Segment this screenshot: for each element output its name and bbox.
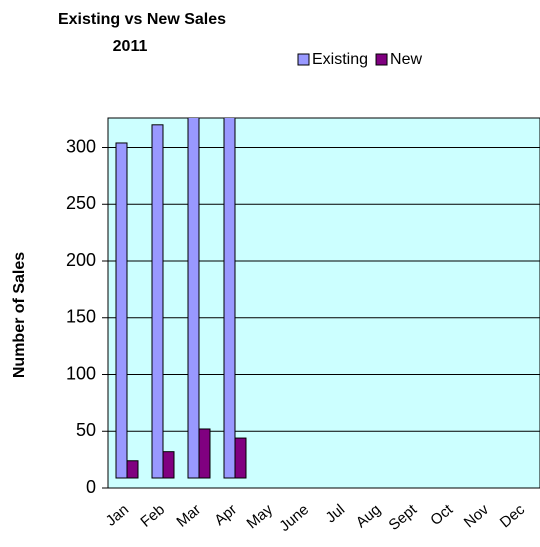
y-tick-label: 250 xyxy=(66,193,96,213)
x-tick-label: Nov xyxy=(461,501,493,531)
x-tick-label: Oct xyxy=(427,501,456,530)
y-tick-label: 100 xyxy=(66,363,96,383)
bars xyxy=(115,118,247,479)
x-tick-label: Jan xyxy=(103,501,132,530)
x-tick-label: Jul xyxy=(322,501,348,526)
x-tick-label: Dec xyxy=(497,501,529,531)
bar xyxy=(162,451,175,479)
x-tick-label: Mar xyxy=(173,501,204,531)
y-tick-label: 200 xyxy=(66,250,96,270)
bar xyxy=(151,124,164,479)
bar xyxy=(234,437,247,479)
bar xyxy=(126,460,139,479)
y-tick-label: 50 xyxy=(76,420,96,440)
legend-label: Existing xyxy=(312,51,368,68)
y-tick-label: 150 xyxy=(66,307,96,327)
legend-swatch xyxy=(297,53,310,66)
x-tick-label: Feb xyxy=(137,501,168,531)
x-tick-label: Aug xyxy=(353,501,384,531)
bar xyxy=(198,428,211,479)
y-axis-label: Number of Sales xyxy=(11,252,28,378)
legend-label: New xyxy=(390,51,422,68)
x-tick-label: May xyxy=(243,501,276,533)
chart-title: Existing vs New Sales xyxy=(58,11,226,28)
bar xyxy=(187,118,200,479)
plot-area xyxy=(107,117,540,489)
legend-swatch xyxy=(375,53,388,66)
legend: Existing New xyxy=(297,51,422,68)
x-tick-label: Sept xyxy=(386,501,421,534)
bar xyxy=(223,118,236,479)
y-tick-label: 0 xyxy=(86,477,96,497)
x-tick-label: Apr xyxy=(211,501,240,529)
chart-subtitle: 2011 xyxy=(113,38,148,55)
x-tick-label: June xyxy=(276,501,312,535)
bar xyxy=(115,142,128,479)
y-tick-label: 300 xyxy=(66,136,96,156)
